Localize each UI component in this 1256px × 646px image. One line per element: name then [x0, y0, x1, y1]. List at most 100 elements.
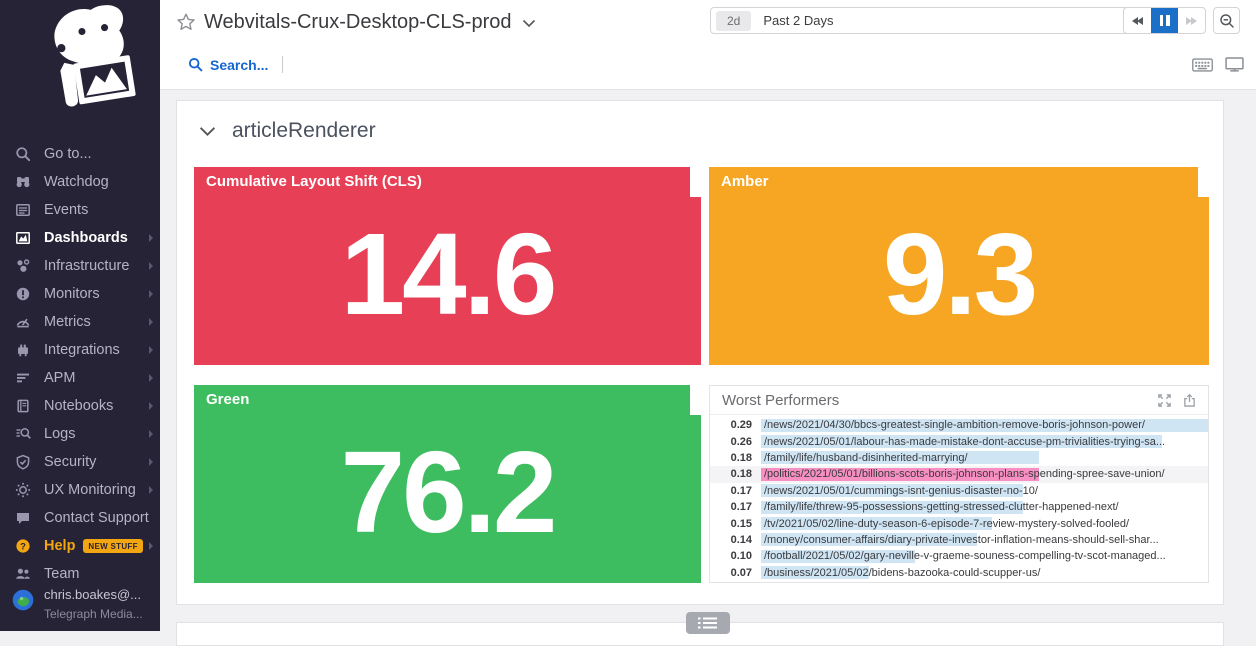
table-row[interactable]: 0.17 /family/life/threw-95-possessions-g… [710, 499, 1208, 515]
zoom-out-button[interactable] [1213, 7, 1240, 34]
tv-mode-icon[interactable] [1225, 57, 1244, 72]
sidebar-item-label: Watchdog [44, 174, 109, 190]
sidebar-item-label: Monitors [44, 286, 100, 302]
metrics-icon [14, 314, 32, 330]
tile-value: 14.6 [340, 209, 558, 339]
row-value: 0.14 [730, 533, 752, 546]
row-value: 0.17 [730, 484, 752, 497]
sidebar-nav: Go to... Watchdog Events Dashboards Infr… [0, 140, 160, 588]
forward-icon [1186, 16, 1192, 25]
fullscreen-icon[interactable] [1158, 393, 1171, 407]
sidebar-item-go-to[interactable]: Go to... [0, 140, 160, 168]
row-value: 0.07 [730, 566, 752, 579]
sidebar-item-notebooks[interactable]: Notebooks [0, 392, 160, 420]
submenu-arrow-icon [149, 542, 153, 550]
tile-cumulative-layout-shift-cls[interactable]: Cumulative Layout Shift (CLS) 14.6 [194, 167, 701, 365]
apm-icon [14, 370, 32, 386]
sidebar-item-dashboards[interactable]: Dashboards [0, 224, 160, 252]
user-menu[interactable]: chris.boakes@... Telegraph Media... [0, 586, 160, 621]
sidebar-item-label: Help [44, 538, 76, 554]
export-icon[interactable] [1183, 393, 1196, 407]
submenu-arrow-icon [149, 374, 153, 382]
row-url: /football/2021/05/02/gary-neville-v-grae… [764, 550, 1166, 563]
events-icon [14, 202, 32, 218]
submenu-arrow-icon [149, 318, 153, 326]
keyboard-shortcuts-icon[interactable] [1192, 57, 1213, 72]
row-value: 0.29 [730, 419, 752, 432]
tile-value: 9.3 [882, 209, 1038, 339]
sidebar-item-ux-monitoring[interactable]: UX Monitoring [0, 476, 160, 504]
sidebar-item-monitors[interactable]: Monitors [0, 280, 160, 308]
search-icon [188, 57, 203, 72]
sidebar-item-label: Dashboards [44, 230, 128, 246]
sidebar-item-contact-support[interactable]: Contact Support [0, 504, 160, 532]
infrastructure-icon [14, 258, 32, 274]
search-label: Search... [210, 56, 269, 73]
sidebar-item-logs[interactable]: Logs [0, 420, 160, 448]
binoculars-icon [14, 174, 32, 190]
submenu-arrow-icon [149, 486, 153, 494]
row-url: /tv/2021/05/02/line-duty-season-6-episod… [764, 517, 1130, 530]
row-data-bar [761, 500, 1023, 514]
time-range-label: Past 2 Days [763, 13, 834, 28]
section-card: articleRenderer Cumulative Layout Shift … [176, 100, 1224, 605]
dashboard-title-caret-icon[interactable] [522, 15, 536, 33]
sidebar-item-security[interactable]: Security [0, 448, 160, 476]
tile-title: Amber [709, 167, 1198, 197]
table-row[interactable]: 0.18 /politics/2021/05/01/billions-scots… [710, 466, 1208, 483]
section-header[interactable]: articleRenderer [199, 119, 376, 143]
sidebar-item-metrics[interactable]: Metrics [0, 308, 160, 336]
time-range-selector[interactable]: 2d Past 2 Days [710, 7, 1144, 34]
submenu-arrow-icon [149, 458, 153, 466]
row-value: 0.10 [730, 550, 752, 563]
table-row[interactable]: 0.29 /news/2021/04/30/bbcs-greatest-sing… [710, 417, 1208, 433]
forward-button[interactable] [1178, 8, 1205, 33]
time-playback-controls [1123, 7, 1206, 34]
user-avatar [12, 589, 34, 611]
row-url: /family/life/husband-disinherited-marryi… [764, 451, 968, 464]
dashboards-icon [14, 230, 32, 246]
table-row[interactable]: 0.10 /football/2021/05/02/gary-neville-v… [710, 548, 1208, 564]
table-row[interactable]: 0.07 /business/2021/05/02/bidens-bazooka… [710, 565, 1208, 581]
sidebar-item-help[interactable]: ? Help NEW STUFF [0, 532, 160, 560]
row-data-bar [761, 566, 869, 580]
table-row[interactable]: 0.17 /news/2021/05/01/cummings-isnt-geni… [710, 483, 1208, 499]
row-value: 0.26 [730, 435, 752, 448]
row-data-bar [761, 451, 1039, 465]
pause-button[interactable] [1151, 8, 1178, 33]
dashboard-title[interactable]: Webvitals-Crux-Desktop-CLS-prod [204, 10, 512, 33]
row-data-bar [761, 484, 1023, 498]
table-row[interactable]: 0.15 /tv/2021/05/02/line-duty-season-6-e… [710, 515, 1208, 531]
submenu-arrow-icon [149, 262, 153, 270]
widget-title: Worst Performers [722, 391, 840, 409]
team-icon [14, 566, 32, 582]
sidebar: Go to... Watchdog Events Dashboards Infr… [0, 0, 160, 631]
favorite-star-icon[interactable] [176, 12, 196, 32]
submenu-arrow-icon [149, 234, 153, 242]
table-row[interactable]: 0.18 /family/life/husband-disinherited-m… [710, 450, 1208, 466]
table-row[interactable]: 0.14 /money/consumer-affairs/diary-priva… [710, 532, 1208, 548]
sidebar-item-label: APM [44, 370, 76, 386]
help-icon: ? [14, 538, 32, 554]
sidebar-item-apm[interactable]: APM [0, 364, 160, 392]
sidebar-item-infrastructure[interactable]: Infrastructure [0, 252, 160, 280]
dashboard-search[interactable]: Search... [188, 56, 284, 73]
tile-amber[interactable]: Amber 9.3 [709, 167, 1209, 365]
sidebar-item-events[interactable]: Events [0, 196, 160, 224]
sidebar-item-label: Logs [44, 426, 76, 442]
logs-icon [14, 426, 32, 442]
tile-green[interactable]: Green 76.2 [194, 385, 701, 583]
sidebar-item-integrations[interactable]: Integrations [0, 336, 160, 364]
security-icon [14, 454, 32, 470]
table-row[interactable]: 0.26 /news/2021/05/01/labour-has-made-mi… [710, 433, 1208, 449]
notebooks-icon [14, 398, 32, 414]
rewind-button[interactable] [1124, 8, 1151, 33]
row-url: /business/2021/05/02/bidens-bazooka-coul… [764, 566, 1041, 579]
sidebar-item-label: Infrastructure [44, 258, 130, 274]
row-url: /news/2021/04/30/bbcs-greatest-single-am… [764, 419, 1145, 432]
sidebar-item-watchdog[interactable]: Watchdog [0, 168, 160, 196]
ux-monitoring-icon [14, 482, 32, 498]
integrations-icon [14, 342, 32, 358]
sidebar-item-team[interactable]: Team [0, 560, 160, 588]
section-drag-handle[interactable] [686, 612, 730, 634]
